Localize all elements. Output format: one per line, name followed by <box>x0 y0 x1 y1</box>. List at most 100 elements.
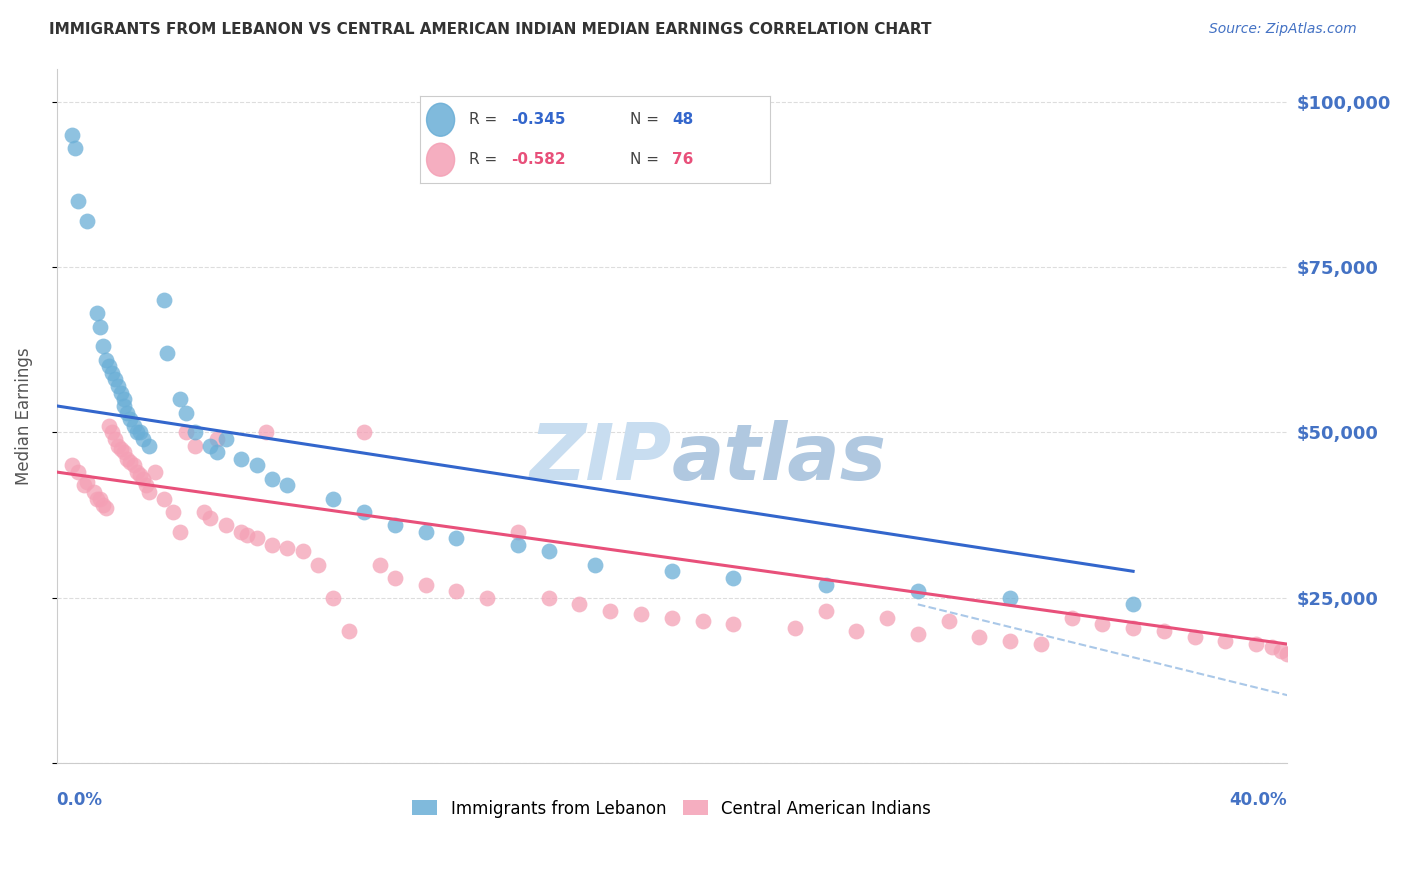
Text: IMMIGRANTS FROM LEBANON VS CENTRAL AMERICAN INDIAN MEDIAN EARNINGS CORRELATION C: IMMIGRANTS FROM LEBANON VS CENTRAL AMERI… <box>49 22 932 37</box>
Point <box>537 591 560 605</box>
Point <box>260 538 283 552</box>
Text: ZIP: ZIP <box>530 419 672 495</box>
Point <box>583 558 606 572</box>
Point <box>337 624 360 638</box>
Point <box>91 498 114 512</box>
Point <box>200 511 222 525</box>
Point <box>76 213 98 227</box>
Legend: Immigrants from Lebanon, Central American Indians: Immigrants from Lebanon, Central America… <box>406 793 938 824</box>
Point <box>276 541 298 555</box>
Point <box>1270 643 1292 657</box>
Point <box>506 524 529 539</box>
Point <box>1260 640 1282 655</box>
Point <box>353 425 375 440</box>
Point <box>415 577 437 591</box>
Point <box>245 531 267 545</box>
Point <box>120 412 142 426</box>
Point <box>132 472 155 486</box>
Point <box>236 528 259 542</box>
Point <box>110 385 132 400</box>
Point <box>907 584 929 599</box>
Point <box>193 505 215 519</box>
Point <box>128 425 150 440</box>
Point <box>135 478 157 492</box>
Point <box>97 359 120 374</box>
Point <box>67 465 90 479</box>
Point <box>112 445 135 459</box>
Point <box>184 439 207 453</box>
Point <box>200 439 222 453</box>
Point <box>120 455 142 469</box>
Point <box>60 128 83 142</box>
Point <box>692 614 714 628</box>
Text: Source: ZipAtlas.com: Source: ZipAtlas.com <box>1209 22 1357 37</box>
Point <box>138 439 160 453</box>
Point <box>101 366 124 380</box>
Point <box>97 418 120 433</box>
Point <box>1122 620 1144 634</box>
Point <box>86 306 108 320</box>
Point <box>91 339 114 353</box>
Point <box>94 501 117 516</box>
Point <box>599 604 621 618</box>
Point <box>89 319 111 334</box>
Point <box>506 538 529 552</box>
Point <box>245 458 267 473</box>
Point <box>174 405 197 419</box>
Point <box>322 491 344 506</box>
Point <box>814 604 837 618</box>
Point <box>125 425 148 440</box>
Text: 0.0%: 0.0% <box>56 791 103 809</box>
Point <box>128 468 150 483</box>
Point <box>1215 633 1237 648</box>
Point <box>205 445 228 459</box>
Point <box>1060 610 1083 624</box>
Point <box>215 432 238 446</box>
Point <box>125 465 148 479</box>
Point <box>384 518 406 533</box>
Point <box>169 392 191 407</box>
Point <box>998 591 1021 605</box>
Point <box>322 591 344 605</box>
Point <box>83 484 105 499</box>
Point <box>153 491 176 506</box>
Point <box>143 465 166 479</box>
Point <box>156 346 179 360</box>
Point <box>260 472 283 486</box>
Point <box>174 425 197 440</box>
Text: 40.0%: 40.0% <box>1229 791 1286 809</box>
Point <box>94 352 117 367</box>
Point <box>122 418 145 433</box>
Point <box>537 544 560 558</box>
Point <box>1029 637 1052 651</box>
Point <box>876 610 898 624</box>
Point <box>307 558 329 572</box>
Point <box>89 491 111 506</box>
Point <box>67 194 90 208</box>
Point <box>60 458 83 473</box>
Point <box>568 598 591 612</box>
Point <box>1153 624 1175 638</box>
Point <box>138 484 160 499</box>
Point <box>276 478 298 492</box>
Point <box>205 432 228 446</box>
Point <box>630 607 652 622</box>
Point <box>998 633 1021 648</box>
Point <box>162 505 184 519</box>
Point <box>76 475 98 489</box>
Point <box>104 432 127 446</box>
Point <box>184 425 207 440</box>
Point <box>117 405 139 419</box>
Point <box>415 524 437 539</box>
Point <box>938 614 960 628</box>
Point <box>723 571 745 585</box>
Point <box>477 591 499 605</box>
Point <box>112 399 135 413</box>
Point <box>254 425 277 440</box>
Point <box>153 293 176 307</box>
Point <box>231 524 253 539</box>
Point <box>446 531 468 545</box>
Point <box>132 432 155 446</box>
Point <box>86 491 108 506</box>
Point <box>661 610 683 624</box>
